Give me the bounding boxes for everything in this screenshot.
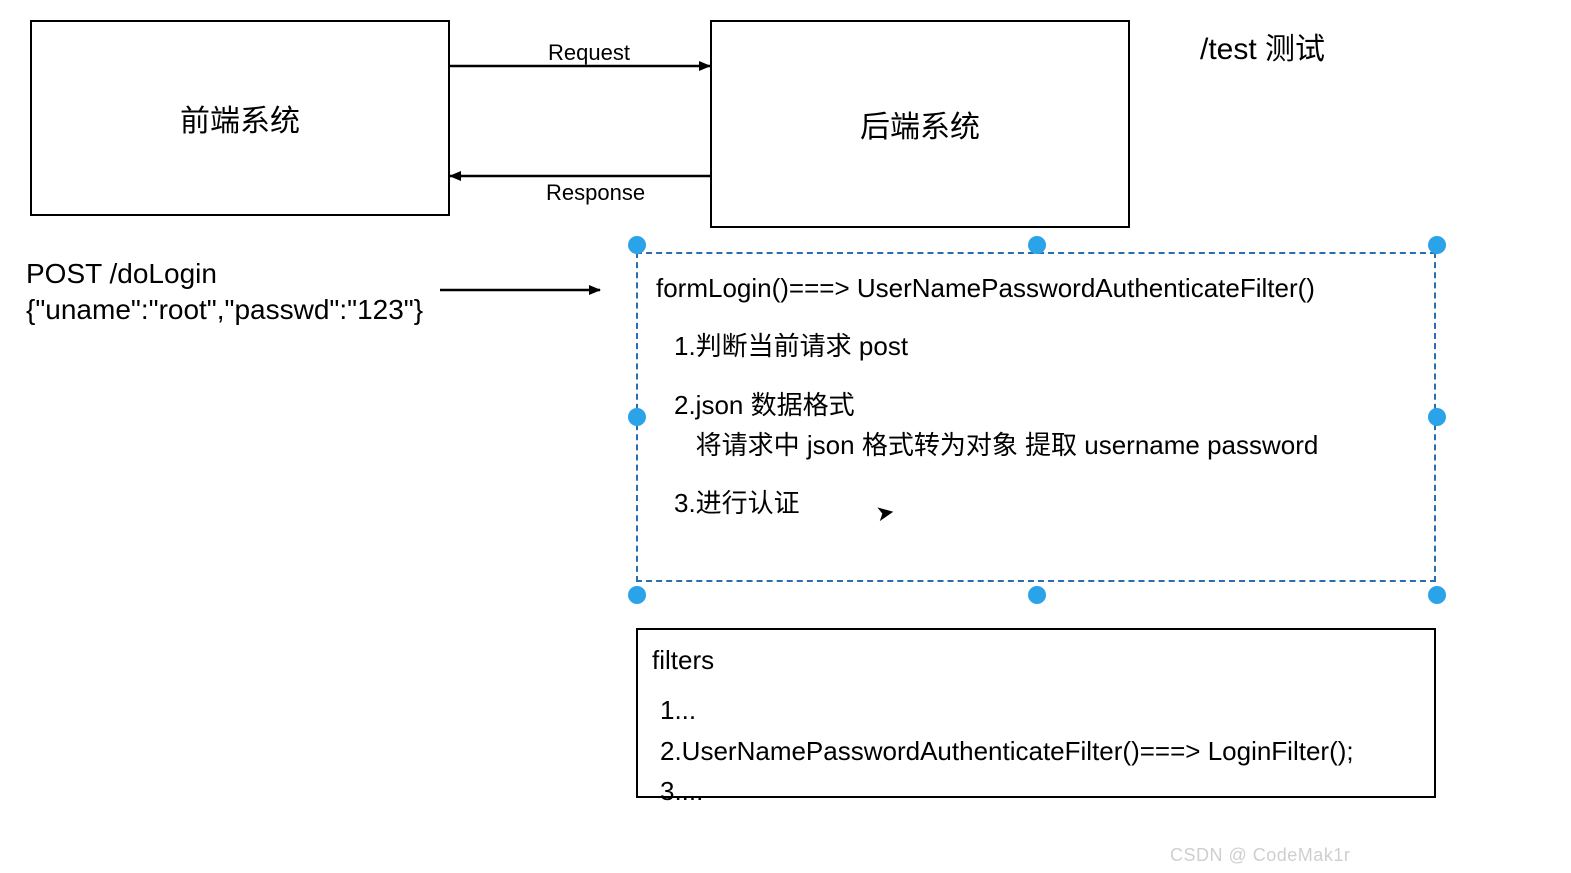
filters-item-2: 2.UserNamePasswordAuthenticateFilter()==… <box>652 731 1420 771</box>
response-label: Response <box>546 180 645 206</box>
formlogin-panel[interactable]: formLogin()===> UserNamePasswordAuthenti… <box>636 252 1436 582</box>
selection-handle-3[interactable] <box>628 408 646 426</box>
request-label: Request <box>548 40 630 66</box>
selection-handle-1[interactable] <box>1028 236 1046 254</box>
frontend-box: 前端系统 <box>30 20 450 216</box>
test-route-label: /test 测试 <box>1200 24 1325 68</box>
filters-panel: filters 1... 2.UserNamePasswordAuthentic… <box>636 628 1436 798</box>
watermark-text: CSDN @ CodeMak1r <box>1170 845 1350 866</box>
post-route-line2: {"uname":"root","passwd":"123"} <box>26 294 423 326</box>
filters-item-3: 3.... <box>652 771 1420 811</box>
filters-item-1: 1... <box>652 690 1420 730</box>
selection-handle-7[interactable] <box>1428 586 1446 604</box>
formlogin-item-2b: 将请求中 json 格式转为对象 提取 username password <box>656 425 1416 465</box>
selection-handle-5[interactable] <box>628 586 646 604</box>
backend-label: 后端系统 <box>712 22 1128 226</box>
selection-handle-6[interactable] <box>1028 586 1046 604</box>
formlogin-item-2: 2.json 数据格式 <box>656 385 1416 425</box>
formlogin-item-1: 1.判断当前请求 post <box>656 326 1416 366</box>
selection-handle-4[interactable] <box>1428 408 1446 426</box>
formlogin-item-3: 3.进行认证 <box>656 483 1416 523</box>
selection-handle-2[interactable] <box>1428 236 1446 254</box>
formlogin-title: formLogin()===> UserNamePasswordAuthenti… <box>656 268 1416 308</box>
post-route-line1: POST /doLogin <box>26 258 217 290</box>
selection-handle-0[interactable] <box>628 236 646 254</box>
filters-title: filters <box>652 640 1420 680</box>
backend-box: 后端系统 <box>710 20 1130 228</box>
frontend-label: 前端系统 <box>32 22 448 214</box>
